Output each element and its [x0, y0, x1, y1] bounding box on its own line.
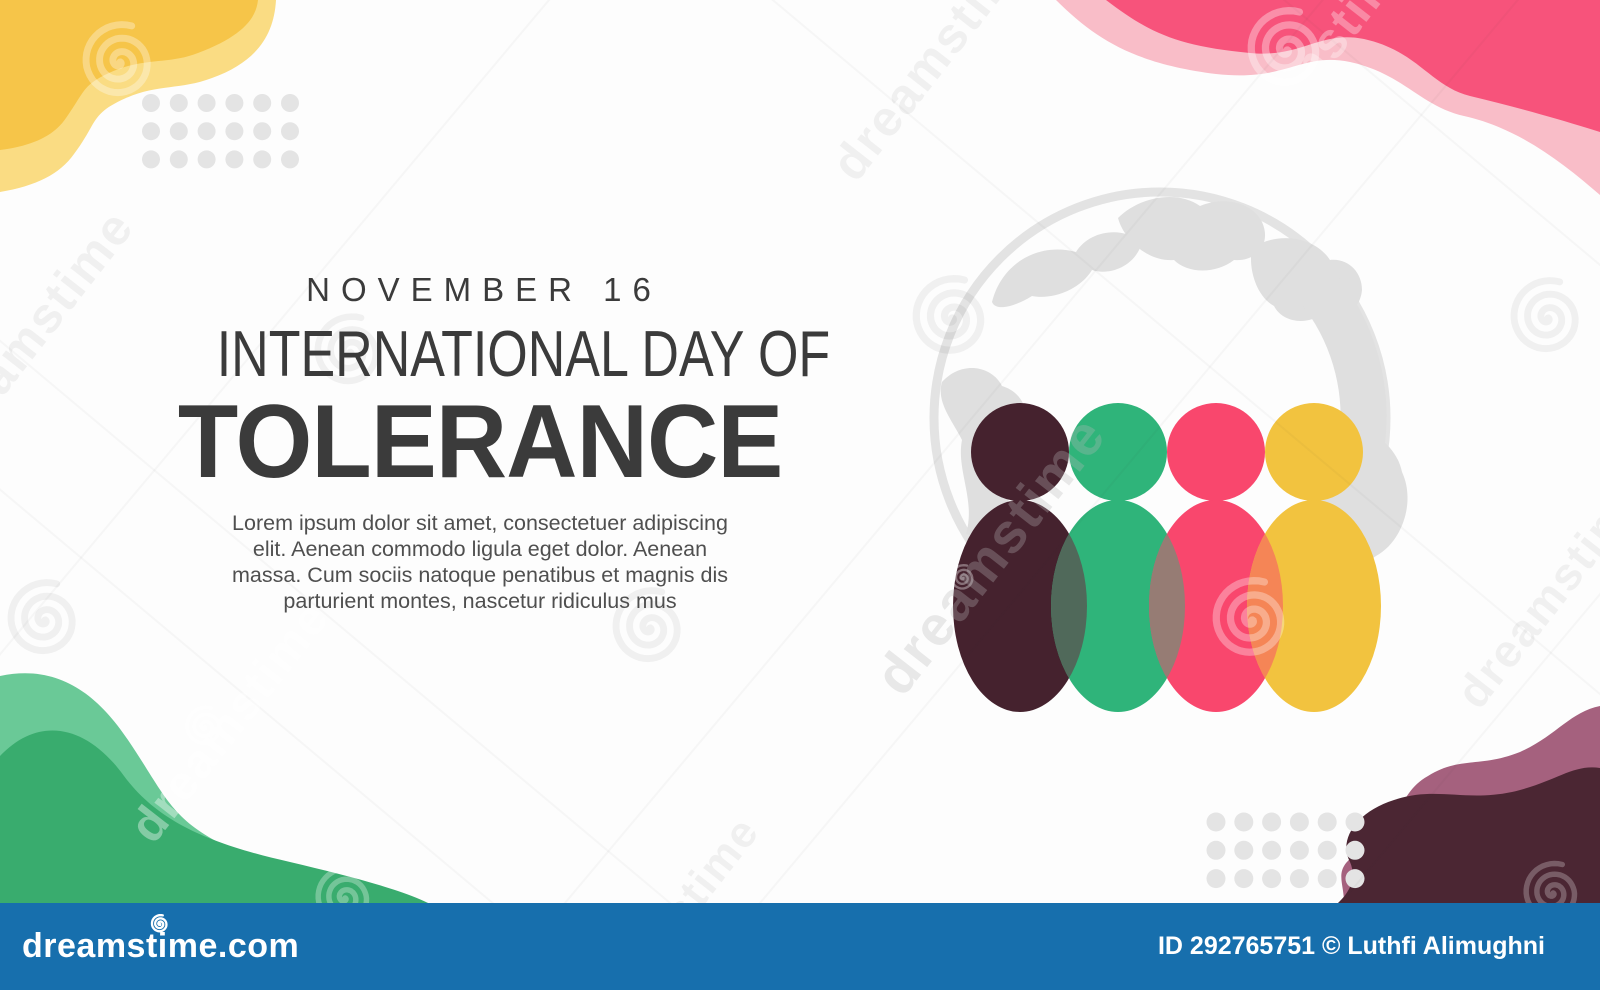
dot: [1262, 840, 1282, 860]
dot: [197, 150, 216, 169]
dot: [281, 150, 299, 169]
page-title-line2: TOLERANCE: [140, 384, 820, 500]
spiral-watermark-icon: [1212, 577, 1285, 656]
globe-land: [1118, 196, 1266, 271]
dot: [1345, 840, 1365, 860]
dot: [1262, 812, 1282, 832]
dot: [1206, 840, 1226, 860]
corner-blob-bottom-right: [1338, 706, 1600, 903]
dot: [253, 150, 272, 169]
spiral-watermark-icon: [185, 705, 222, 745]
spiral-watermark-icon: [950, 564, 974, 590]
footer-site-logo: dreamstime.com: [22, 913, 300, 966]
person-4-head: [1265, 403, 1363, 501]
dot: [1206, 869, 1226, 889]
spiral-watermark-icon: [1247, 7, 1320, 86]
person-2-head: [1069, 403, 1167, 501]
watermark-spirals: [7, 7, 1579, 925]
dot: [169, 122, 188, 141]
person-4-body: [1247, 500, 1381, 712]
person-1-body: [953, 500, 1087, 712]
dot: [197, 94, 216, 112]
dot: [253, 94, 272, 112]
dot: [1289, 869, 1309, 889]
blob-yellow-dark: [0, 0, 258, 150]
date-label: NOVEMBER 16: [306, 271, 662, 308]
spiral-watermark-icon: [7, 579, 76, 655]
dot: [169, 94, 188, 112]
people-group: [953, 403, 1381, 712]
dot-grid-bottom-right: [1206, 812, 1365, 889]
dot: [142, 150, 160, 169]
person-1-head: [971, 403, 1069, 501]
spiral-watermark-icon: [1510, 277, 1579, 353]
dot: [197, 122, 216, 141]
dot: [1317, 840, 1337, 860]
dot: [1317, 869, 1337, 889]
description-text: Lorem ipsum dolor sit amet, consectetuer…: [232, 511, 728, 613]
dot: [225, 94, 244, 112]
footer-credit: ID 292765751 © Luthfi Alimughni: [1157, 932, 1545, 960]
headline-block: NOVEMBER 16 INTERNATIONAL DAY OF TOLERAN…: [140, 271, 831, 614]
logo-spiral-icon: [150, 913, 168, 933]
page-title-line1: INTERNATIONAL DAY OF: [140, 318, 831, 390]
page-title-line2-text: TOLERANCE: [177, 384, 783, 500]
dot: [1345, 869, 1365, 889]
spiral-watermark-icon: [612, 587, 681, 663]
dot: [1345, 812, 1365, 832]
person-2-body: [1051, 500, 1185, 712]
dot: [142, 122, 160, 141]
footer-bar: dreamstime.com ID 292765751 © Luthfi Ali…: [0, 903, 1600, 990]
person-3-body: [1149, 500, 1283, 712]
page-title-line1-text: INTERNATIONAL DAY OF: [216, 317, 831, 390]
spiral-watermark-icon: [314, 313, 379, 385]
dot: [1289, 840, 1309, 860]
corner-blob-top-right: [1056, 0, 1600, 195]
corner-blob-bottom-left: [0, 673, 428, 903]
blob-pink-dark: [1106, 0, 1600, 132]
dot: [281, 94, 299, 112]
dot: [1234, 840, 1254, 860]
globe-land: [992, 232, 1142, 308]
dot: [1289, 812, 1309, 832]
dot: [225, 122, 244, 141]
dot: [1234, 869, 1254, 889]
person-3-head: [1167, 403, 1265, 501]
blob-green-dark: [0, 730, 428, 903]
spiral-watermark-icon: [912, 275, 985, 354]
dot: [169, 150, 188, 169]
dot: [1317, 812, 1337, 832]
dot: [253, 122, 272, 141]
dot: [1262, 869, 1282, 889]
dot: [1206, 812, 1226, 832]
dot: [225, 150, 244, 169]
dot-grid-top-left: [142, 94, 299, 169]
spiral-watermark-icon: [82, 21, 151, 97]
blob-maroon-dark: [1338, 767, 1600, 903]
dot: [1234, 812, 1254, 832]
corner-blob-top-left: [0, 0, 276, 192]
dot: [142, 94, 160, 112]
dot: [281, 122, 299, 141]
footer-site-label: dreamstime.com: [22, 927, 300, 965]
